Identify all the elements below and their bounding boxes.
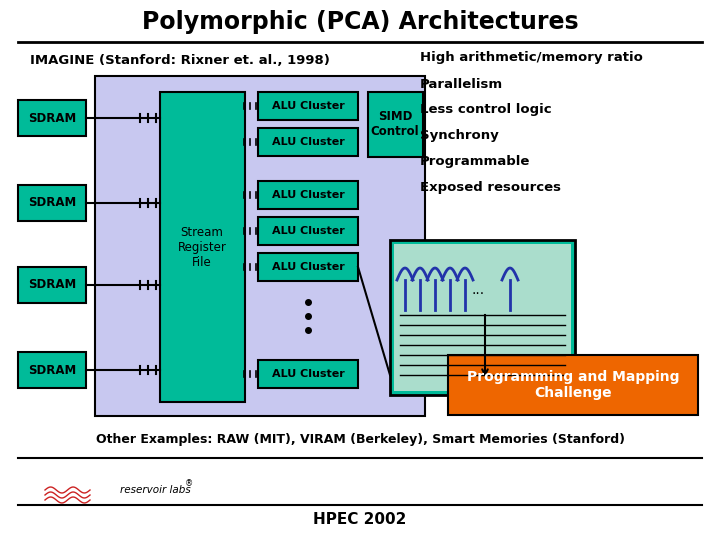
Bar: [258, 217, 358, 245]
Text: High arithmetic/memory ratio: High arithmetic/memory ratio: [420, 51, 643, 64]
Bar: [390, 240, 575, 395]
Text: SDRAM: SDRAM: [28, 279, 76, 292]
Bar: [394, 244, 571, 391]
Text: SDRAM: SDRAM: [28, 111, 76, 125]
Text: ALU Cluster: ALU Cluster: [271, 137, 344, 147]
Text: ALU Cluster: ALU Cluster: [271, 226, 344, 236]
Text: Programmable: Programmable: [420, 156, 531, 168]
Text: SDRAM: SDRAM: [28, 363, 76, 376]
Bar: [258, 181, 358, 209]
Bar: [18, 185, 86, 221]
Bar: [18, 352, 86, 388]
Text: Programming and Mapping
Challenge: Programming and Mapping Challenge: [467, 370, 679, 400]
Text: Less control logic: Less control logic: [420, 104, 552, 117]
Bar: [95, 76, 425, 416]
Text: Exposed resources: Exposed resources: [420, 181, 561, 194]
Text: Polymorphic (PCA) Architectures: Polymorphic (PCA) Architectures: [142, 10, 578, 34]
Bar: [368, 92, 423, 157]
Bar: [258, 128, 358, 156]
Bar: [448, 355, 698, 415]
Text: reservoir labs: reservoir labs: [120, 485, 191, 495]
Text: ALU Cluster: ALU Cluster: [271, 262, 344, 272]
Bar: [18, 100, 86, 136]
Text: ALU Cluster: ALU Cluster: [271, 190, 344, 200]
Text: Synchrony: Synchrony: [420, 130, 499, 143]
Text: SIMD
Control: SIMD Control: [371, 110, 419, 138]
Bar: [160, 92, 245, 402]
Text: ...: ...: [472, 283, 485, 297]
Text: Stream
Register
File: Stream Register File: [178, 226, 226, 268]
Bar: [258, 360, 358, 388]
Text: Other Examples: RAW (MIT), VIRAM (Berkeley), Smart Memories (Stanford): Other Examples: RAW (MIT), VIRAM (Berkel…: [96, 434, 624, 447]
Text: ALU Cluster: ALU Cluster: [271, 369, 344, 379]
Text: IMAGINE (Stanford: Rixner et. al., 1998): IMAGINE (Stanford: Rixner et. al., 1998): [30, 53, 330, 66]
Text: SDRAM: SDRAM: [28, 197, 76, 210]
Bar: [258, 253, 358, 281]
Text: ALU Cluster: ALU Cluster: [271, 101, 344, 111]
Bar: [18, 267, 86, 303]
Text: HPEC 2002: HPEC 2002: [313, 512, 407, 528]
Text: Parallelism: Parallelism: [420, 78, 503, 91]
Text: ®: ®: [185, 480, 193, 489]
Bar: [258, 92, 358, 120]
